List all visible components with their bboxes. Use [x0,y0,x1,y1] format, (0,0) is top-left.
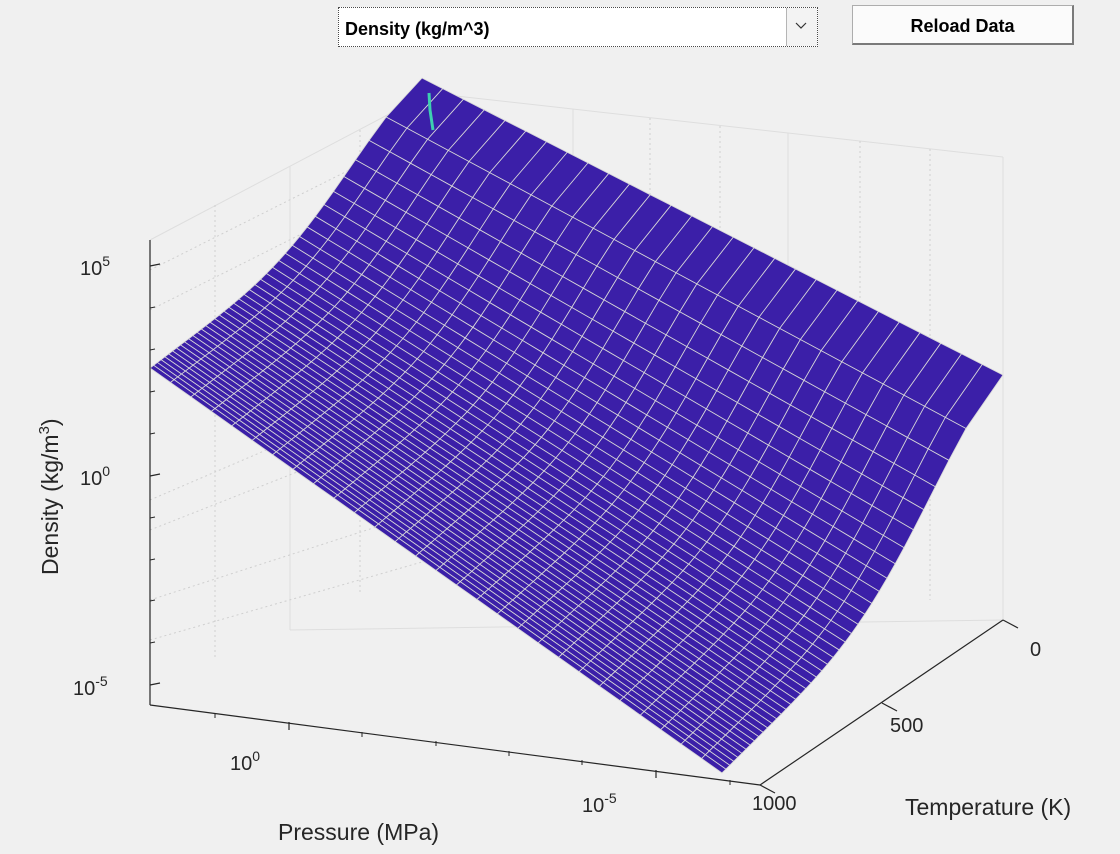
surface-mesh-line [272,266,852,634]
surface-mesh-line [196,331,773,724]
surface-mesh-line [233,302,812,684]
surface-mesh-line [558,289,838,658]
quantity-select[interactable]: Density (kg/m^3) [338,7,818,47]
surface-mesh-line [228,306,807,690]
surface-mesh-line [223,310,801,695]
surface-mesh-line [333,190,914,531]
surface-mesh-line [164,356,739,758]
surface-mesh-line [456,236,734,586]
surface-mesh-line [355,159,936,488]
surface-mesh-line [292,151,568,470]
z-tick-label: 100 [80,463,110,490]
surface-mesh-line [209,321,787,710]
surface-mesh-line [172,350,747,750]
surface-mesh-line [190,98,464,398]
surface-mesh-line [278,260,859,625]
density-surface [149,77,1004,774]
surface-mesh-line [243,294,823,672]
surface-mesh-line [149,367,723,774]
surface-mesh-line [368,139,950,461]
surface-mesh-line [476,247,755,600]
surface-mesh-line [201,328,777,720]
surface-mesh-line [188,338,764,733]
y-tick-label: 0 [1030,639,1041,661]
surface-mesh-line [219,314,796,700]
z-tick-label: 10-5 [73,673,108,700]
surface-mesh-line [496,258,776,615]
y-tick-label: 500 [890,715,923,737]
surface-mesh-line [149,77,423,369]
y-axis-label: Temperature (K) [905,794,1071,820]
surface-mesh-line [333,173,610,499]
surface-mesh-line [353,183,630,513]
surface-mesh-line [299,236,880,592]
surface-mesh-line [421,77,1004,376]
x-minor-ticks [214,713,731,785]
surface-mesh-line [578,300,859,673]
surface-mesh-line [266,273,846,643]
surface-mesh-line [184,341,760,737]
surface-mesh-line [619,321,900,702]
back-grid [149,92,1004,631]
surface-mesh-line [157,362,731,766]
surface-mesh-line [160,359,735,762]
surface-mesh-line [599,311,879,687]
x-axis-label: Pressure (MPa) [278,819,439,845]
surface-mesh-line [249,289,828,665]
surface-mesh-line [214,318,792,705]
surface-mesh-line [313,162,589,485]
surface-mesh-line [323,204,905,549]
surface-mesh-line [272,141,547,456]
surface-mesh-line [680,353,962,745]
z-axis-label: Density (kg/m3) [36,418,63,575]
dotted-grid [149,118,931,660]
z-minor-ticks [149,306,156,644]
surface-mesh-line [238,298,817,678]
surface-mesh-line [168,353,743,754]
y-tick-label: 1000 [752,793,797,815]
chevron-down-icon [795,22,807,29]
surface-mesh-line [385,116,967,429]
y-axis [759,619,1019,794]
z-tick-label: 105 [80,253,110,280]
surface-mesh-line [374,194,651,528]
surface-mesh-line [260,278,840,651]
surface-mesh-line [192,335,768,729]
surface-mesh-line [537,279,817,644]
surface-mesh-line [517,268,796,629]
surface-mesh-line [180,344,755,742]
surface-mesh-line [231,120,506,427]
surface-mesh-line [435,226,713,571]
quantity-select-value: Density (kg/m^3) [345,19,490,39]
surface-mesh-line [254,284,834,658]
surface-mesh-line [415,215,693,557]
surface-mesh-line [394,205,672,542]
surface-mesh-line [170,88,444,383]
surface-mesh-line [285,252,866,615]
surface-mesh-line [660,342,942,730]
reload-data-button[interactable]: Reload Data [852,5,1074,45]
surface-mesh-line [721,374,1004,774]
surface-mesh-line [211,109,485,412]
surface-mesh-line [315,215,896,565]
x-axis [149,704,761,786]
x-tick-label: 10-5 [582,790,617,817]
x-tick-label: 100 [230,748,260,775]
surface-mesh-line [292,244,873,604]
dropdown-toggle[interactable] [786,8,817,46]
surface-fill [150,78,1003,773]
z-axis [149,240,161,705]
surface-mesh-line [153,364,727,770]
surface-mesh-line [205,325,782,715]
surface-mesh-line [701,364,983,759]
surface-mesh-line [176,347,751,746]
surface-mesh-line [639,332,921,716]
surface-mesh-line [251,130,527,441]
surface-mesh-line [343,176,925,510]
surface-mesh-line [306,226,888,579]
surface-peak-highlight [427,92,435,131]
